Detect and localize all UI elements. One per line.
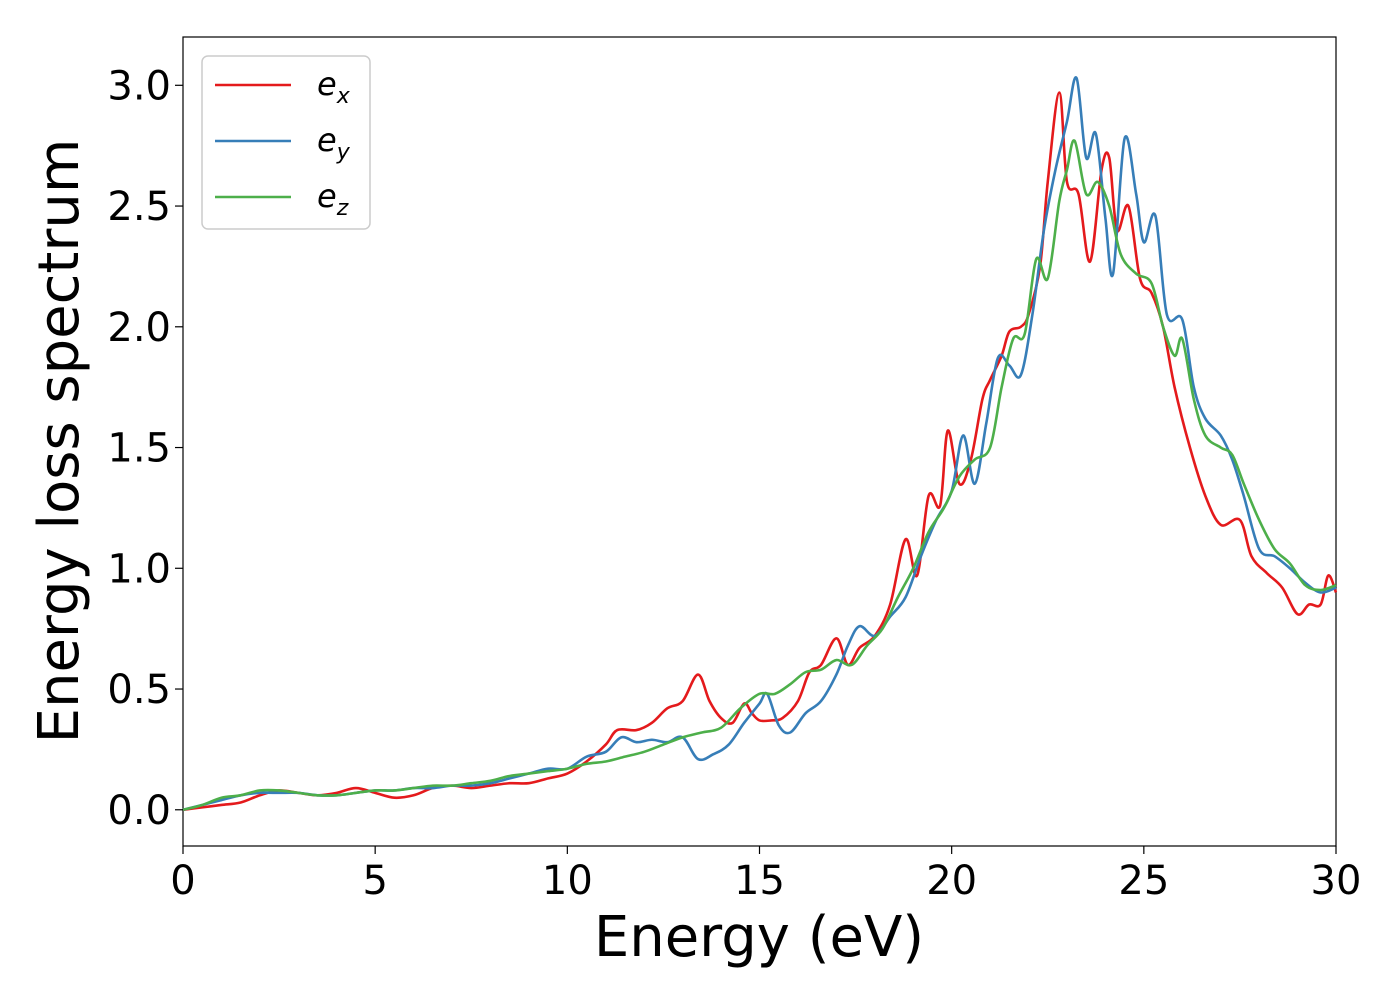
x-axis-ticks: 0 5 10 15 20 25 30 [170, 846, 1361, 904]
x-tick-label: 30 [1311, 858, 1362, 904]
x-tick-label: 15 [734, 858, 785, 904]
legend-label-ex: ex [317, 65, 351, 109]
x-tick-label: 20 [926, 858, 977, 904]
series-layer [182, 76, 1338, 812]
y-axis-label: Energy loss spectrum [27, 139, 92, 744]
y-axis-ticks: 0.0 0.5 1.0 1.5 2.0 2.5 3.0 [107, 63, 183, 834]
legend-box [201, 55, 371, 230]
x-tick-label: 25 [1118, 858, 1169, 904]
series-line-ey [182, 76, 1337, 812]
y-tick-label: 3.0 [107, 63, 171, 109]
legend: ex ey ez [201, 55, 371, 230]
x-tick-label: 10 [542, 858, 593, 904]
x-tick-label: 0 [170, 858, 195, 904]
x-tick-label: 5 [362, 858, 387, 904]
y-tick-label: 2.0 [107, 305, 171, 351]
y-tick-label: 1.0 [107, 546, 171, 592]
y-tick-label: 0.0 [107, 788, 171, 834]
legend-label-ez: ez [317, 177, 349, 221]
y-tick-label: 0.5 [107, 667, 171, 713]
x-axis-label: Energy (eV) [594, 905, 924, 970]
series-line-ez [182, 139, 1337, 812]
y-tick-label: 1.5 [107, 426, 171, 472]
legend-label-ey: ey [317, 121, 351, 165]
y-tick-label: 2.5 [107, 184, 171, 230]
